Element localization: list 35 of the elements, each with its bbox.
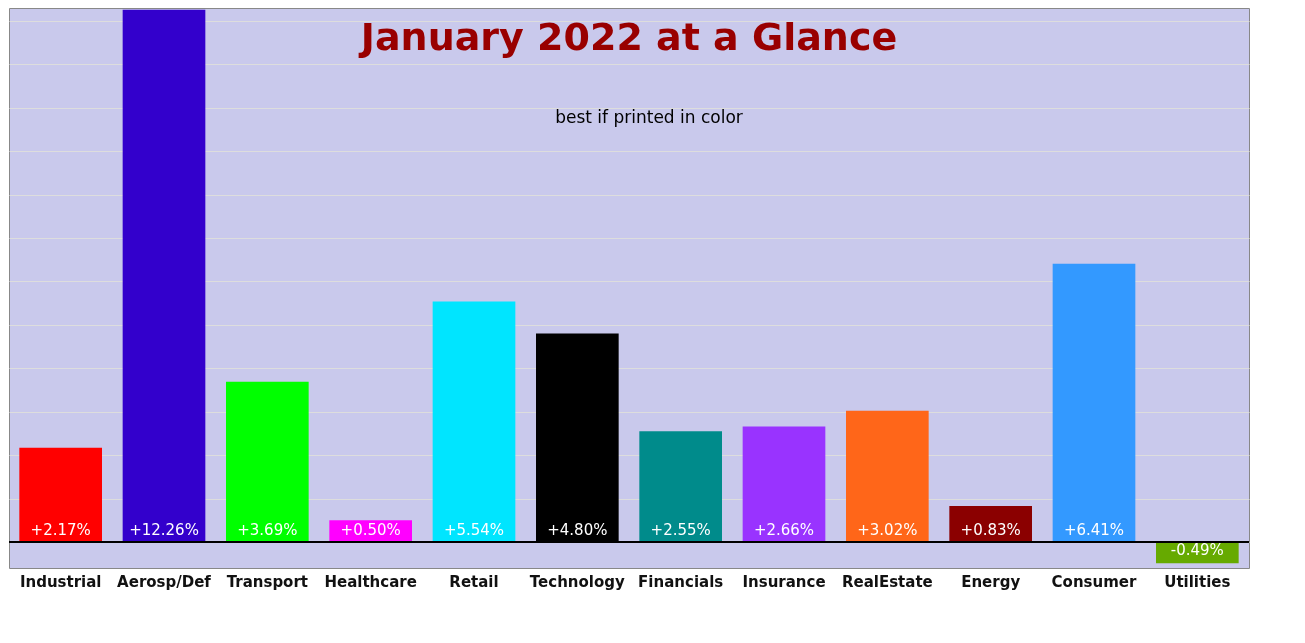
bar bbox=[19, 447, 102, 542]
bar bbox=[846, 410, 929, 542]
x-tick-label: Healthcare bbox=[324, 572, 417, 591]
x-tick-label: RealEstate bbox=[841, 572, 933, 591]
data-label: +3.02% bbox=[857, 520, 918, 539]
data-label: +0.50% bbox=[340, 520, 401, 539]
x-tick-label: Aerosp/Def bbox=[117, 572, 212, 591]
x-tick-label: Energy bbox=[961, 572, 1021, 591]
x-tick-label: Insurance bbox=[742, 572, 826, 591]
bar bbox=[639, 431, 722, 542]
data-label: +2.55% bbox=[650, 520, 711, 539]
annotation: best if printed in color bbox=[555, 107, 743, 127]
bar bbox=[432, 301, 516, 542]
data-label: +3.69% bbox=[237, 520, 298, 539]
x-tick-label: Technology bbox=[529, 572, 626, 591]
bar bbox=[536, 333, 619, 542]
x-tick-label: Financials bbox=[638, 572, 724, 591]
bar bbox=[1052, 263, 1136, 542]
x-tick-label: Consumer bbox=[1051, 572, 1137, 591]
data-label: +5.54% bbox=[443, 520, 505, 539]
data-label: +2.17% bbox=[30, 520, 91, 539]
bar bbox=[226, 381, 309, 542]
x-tick-label: Transport bbox=[226, 572, 308, 591]
data-label: +6.41% bbox=[1063, 520, 1125, 539]
data-label: -0.49% bbox=[1170, 540, 1224, 559]
data-label: +12.26% bbox=[129, 520, 199, 539]
data-label: +2.66% bbox=[753, 520, 815, 539]
bar bbox=[742, 426, 826, 542]
data-label: +0.83% bbox=[960, 520, 1021, 539]
x-tick-label: Industrial bbox=[19, 572, 102, 591]
x-tick-label: Utilities bbox=[1164, 572, 1231, 591]
chart-title: January 2022 at a Glance bbox=[357, 15, 898, 59]
data-label: +4.80% bbox=[547, 520, 608, 539]
bar bbox=[122, 9, 206, 542]
x-tick-label: Retail bbox=[449, 572, 499, 591]
